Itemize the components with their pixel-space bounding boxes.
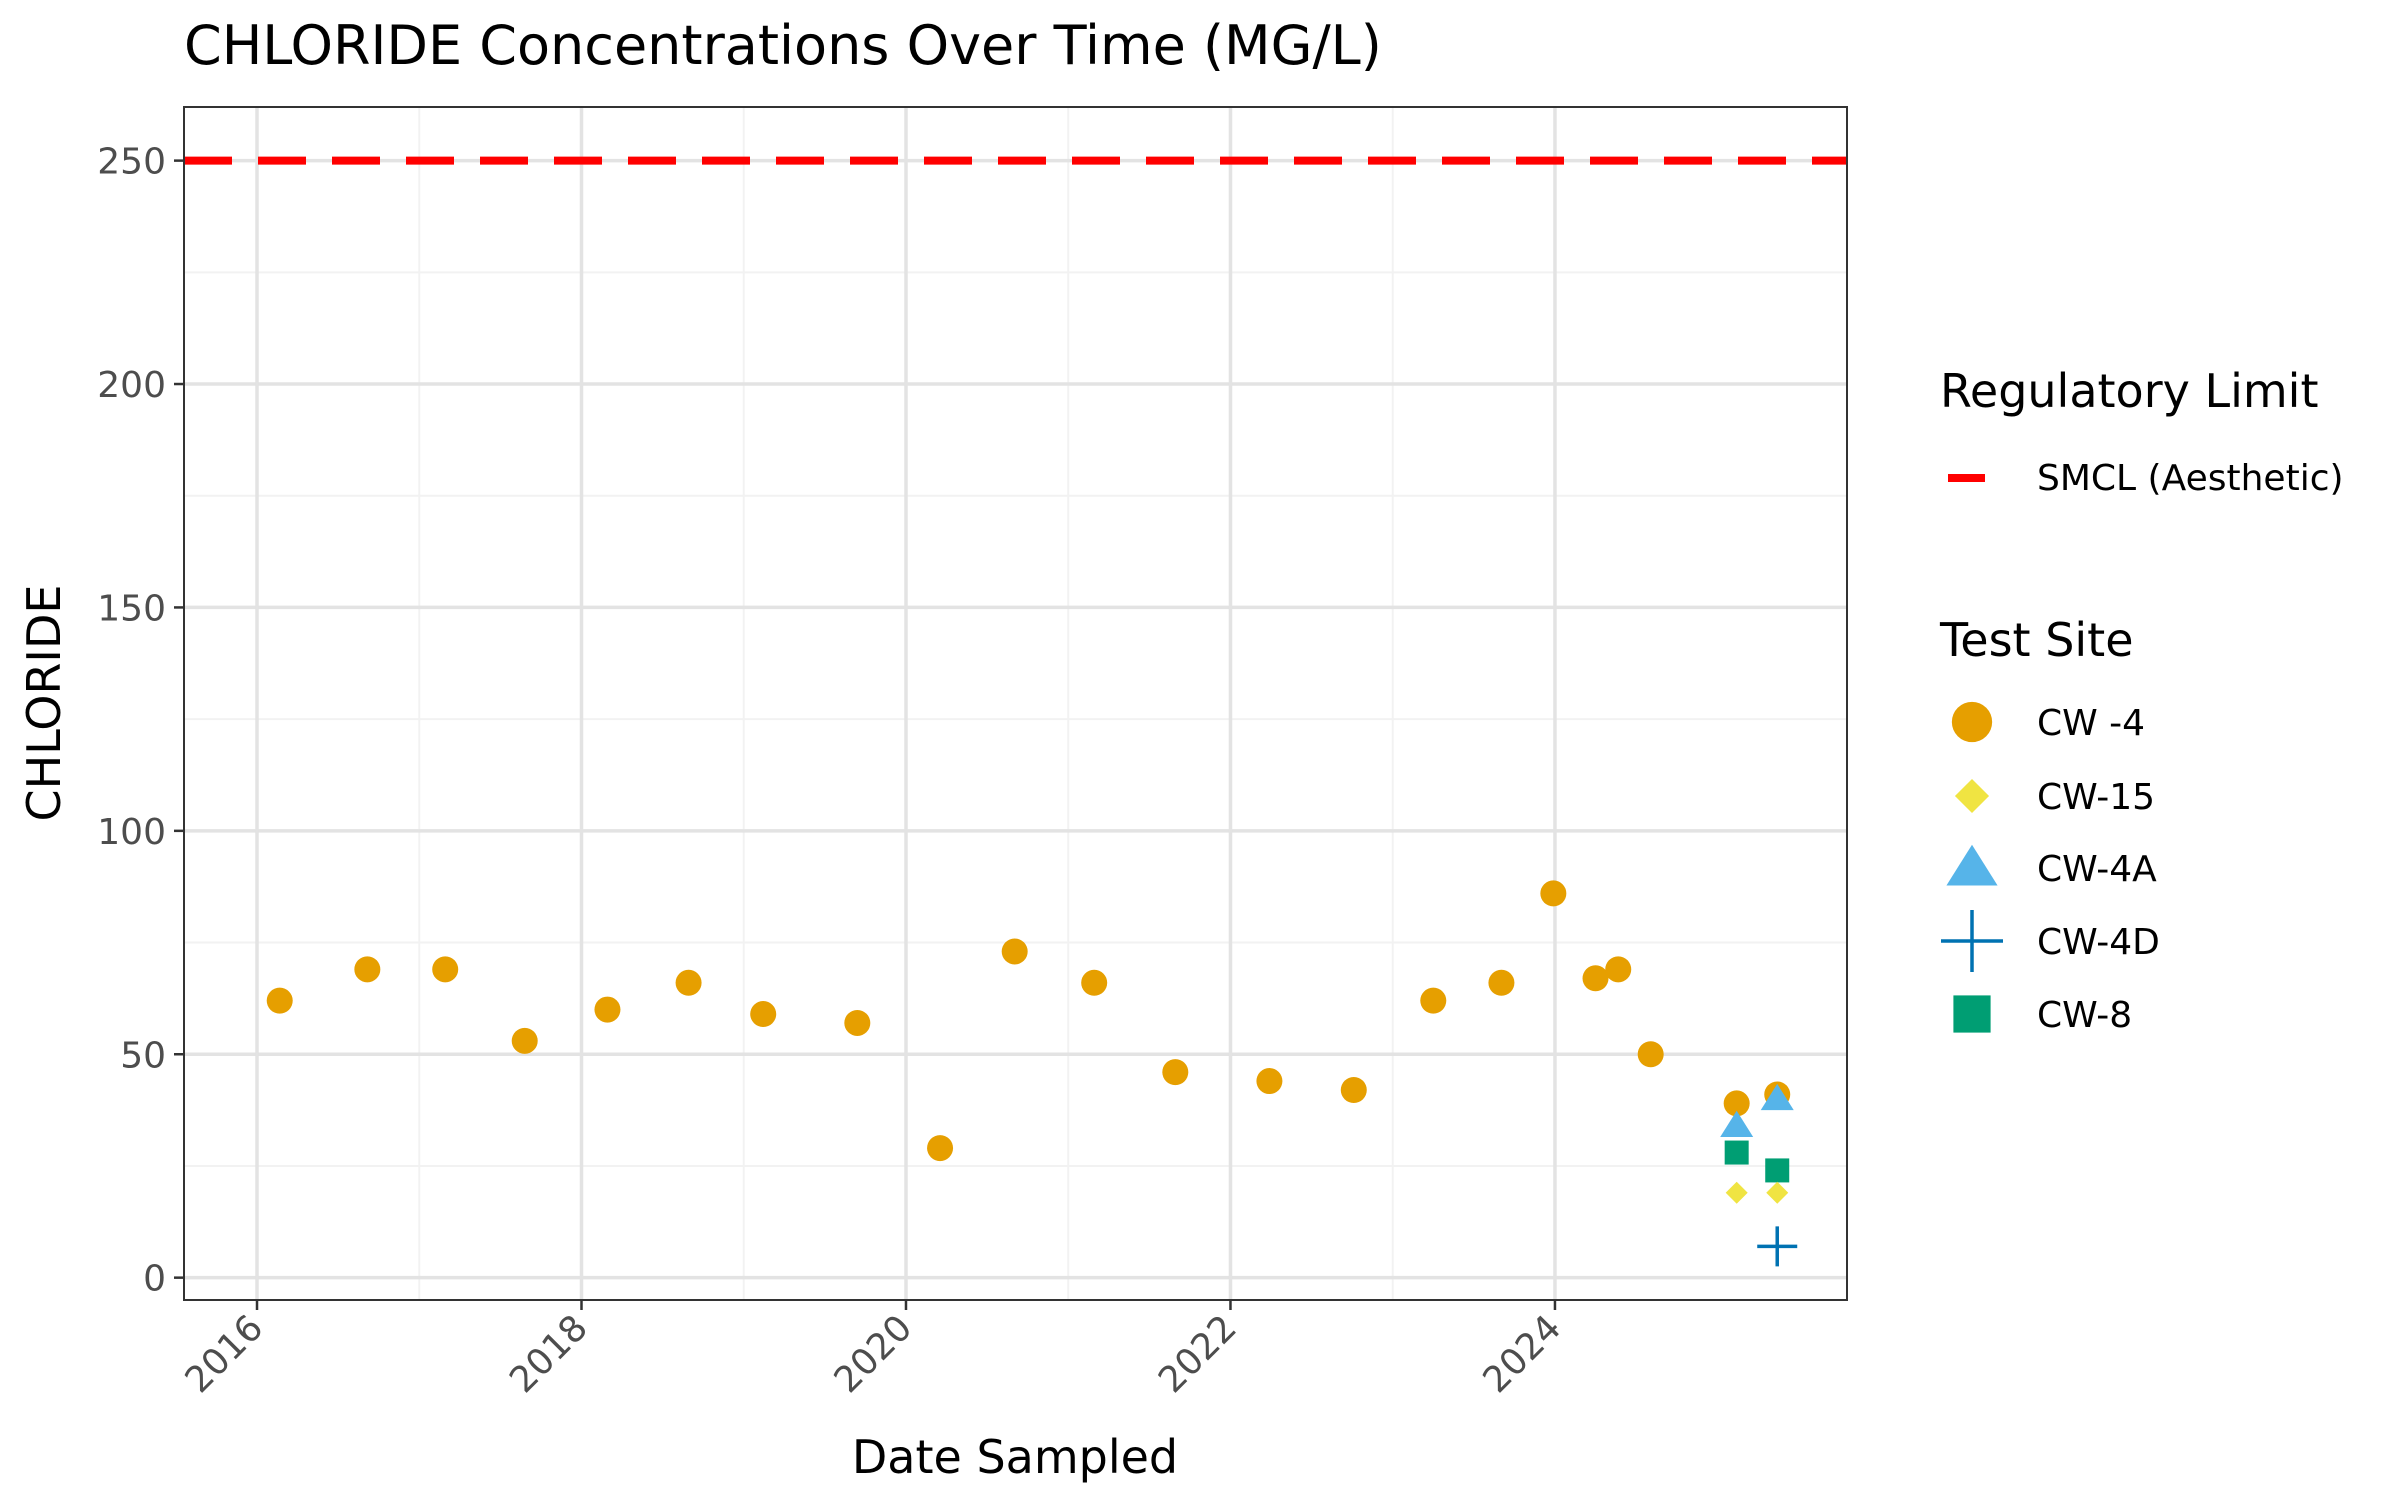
point-cw-4: [354, 956, 381, 983]
point-cw-4: [1081, 969, 1108, 996]
y-tick-label: 150: [97, 588, 166, 629]
legend-label-cw-4a: CW-4A: [2037, 849, 2157, 890]
y-tick-label: 250: [97, 142, 166, 183]
legend-key-cw-4: [1951, 701, 1993, 743]
point-cw-4: [750, 1001, 777, 1028]
x-axis-title: Date Sampled: [852, 1430, 1178, 1484]
point-cw-4: [1723, 1090, 1750, 1117]
point-cw-4: [1420, 987, 1447, 1014]
point-cw-4: [432, 956, 459, 983]
point-cw-4: [266, 987, 293, 1014]
y-axis-title: CHLORIDE: [17, 585, 71, 822]
point-cw-4: [1488, 969, 1515, 996]
legend-label-cw-15: CW-15: [2037, 777, 2155, 818]
plot-panel: [183, 106, 1848, 1301]
legend-title-regulatory-limit: Regulatory Limit: [1940, 364, 2319, 418]
point-cw-4d: [1757, 1226, 1798, 1267]
legend-key-cw-15: [1954, 778, 1990, 814]
legend-label-cw-4d: CW-4D: [2037, 922, 2160, 963]
point-cw-4: [1582, 965, 1609, 992]
point-cw-4: [927, 1135, 954, 1162]
chart-title: CHLORIDE Concentrations Over Time (MG/L): [184, 14, 1382, 77]
point-cw-4: [594, 996, 621, 1023]
point-cw-8: [1765, 1158, 1790, 1183]
point-cw-4: [675, 969, 702, 996]
y-tick-label: 200: [97, 365, 166, 406]
y-tick-label: 50: [120, 1035, 166, 1076]
point-cw-4: [1162, 1059, 1189, 1086]
y-tick-label: 100: [97, 812, 166, 853]
point-cw-4: [1340, 1076, 1367, 1103]
point-cw-4: [1540, 880, 1567, 907]
legend-label-cw-8: CW-8: [2037, 995, 2132, 1036]
legend-key-cw-4a: [1946, 844, 1998, 886]
legend-title-test-site: Test Site: [1939, 613, 2134, 667]
y-axis: 0 50 100 150 200 250: [97, 142, 184, 1300]
point-cw-15: [1725, 1181, 1748, 1204]
point-cw-4: [844, 1009, 871, 1036]
point-cw-4a: [1760, 1083, 1794, 1111]
point-cw-15: [1766, 1181, 1789, 1204]
point-cw-8: [1724, 1140, 1749, 1165]
y-tick-label: 0: [143, 1259, 166, 1300]
point-cw-4: [1256, 1068, 1283, 1095]
legend-key-cw-8: [1953, 995, 1991, 1033]
point-cw-4: [1637, 1041, 1664, 1068]
point-cw-4: [511, 1027, 538, 1054]
panel-border: [183, 106, 1848, 1301]
data-points: [266, 880, 1798, 1267]
point-cw-4: [1605, 956, 1632, 983]
legend: Regulatory Limit SMCL (Aesthetic) Test Sit…: [1939, 364, 2344, 1036]
point-cw-4: [1001, 938, 1028, 965]
point-cw-4a: [1720, 1110, 1754, 1137]
legend-label-smcl: SMCL (Aesthetic): [2037, 458, 2344, 499]
panel-background: [184, 107, 1847, 1300]
legend-key-cw-4d: [1941, 910, 2003, 972]
legend-label-cw-4: CW -4: [2037, 703, 2145, 744]
